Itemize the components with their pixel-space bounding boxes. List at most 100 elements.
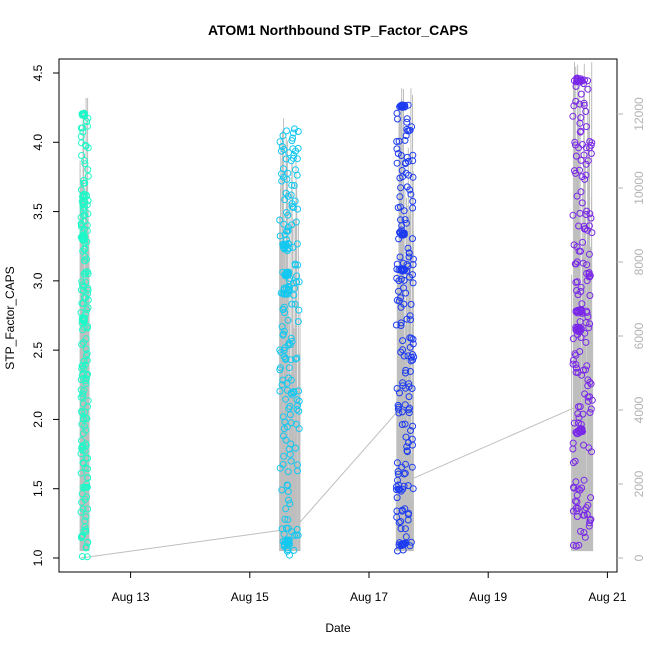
data-point [280,327,288,335]
data-point [577,334,585,341]
data-point [295,397,303,405]
data-point [282,436,290,444]
y2-tick-label: 2000 [632,470,646,497]
data-point [569,459,577,467]
data-point [277,147,285,155]
data-point [586,409,594,416]
data-point [583,261,591,269]
data-point [79,326,86,334]
data-point [282,354,290,362]
data-point [579,238,587,246]
data-point [398,463,406,471]
data-point [79,207,87,214]
data-point [282,395,290,403]
data-point [580,99,588,107]
data-point [293,406,301,413]
data-point [585,522,593,530]
data-point [279,305,287,313]
data-point [580,476,588,484]
y-axis-label: STP_Factor_CAPS [3,266,17,369]
data-point [399,346,407,354]
data-point [397,518,405,525]
data-point [81,160,89,168]
data-point [569,211,577,219]
data-point [293,240,301,248]
data-point [401,525,409,533]
data-point [401,401,409,409]
data-point [404,244,412,252]
y-tick-label: 4.5 [31,64,45,81]
data-point [81,523,89,531]
data-point [398,231,406,239]
data-point [573,192,581,200]
data-point [586,378,594,386]
data-point [583,362,591,370]
data-point [79,300,87,307]
data-point [78,221,85,229]
data-point [394,204,402,212]
data-point [576,119,584,127]
y2-tick-label: 8000 [632,248,646,275]
data-point [283,227,291,235]
data-point [573,364,580,372]
data-point [395,277,403,285]
data-point [82,335,90,343]
data-point [291,260,299,268]
data-point [400,102,408,110]
data-point [291,300,299,308]
data-point [583,510,591,518]
data-point [570,419,578,427]
data-point [396,229,404,237]
data-point [78,365,86,373]
data-point [404,352,412,360]
data-point [287,157,295,165]
data-point [407,300,415,308]
data-point [82,526,90,533]
data-point [284,316,292,324]
data-point [281,344,289,352]
data-point [581,175,589,183]
y-tick-label: 2.0 [31,411,45,428]
data-point [77,508,85,516]
data-point [81,361,89,369]
data-point [396,174,404,182]
data-point [572,152,580,160]
data-point [78,278,86,286]
data-point [588,448,595,456]
data-point [405,171,413,179]
data-point [284,516,292,524]
data-point [82,426,90,434]
data-point [393,145,401,153]
data-point [84,465,91,473]
plot-frame [58,58,618,573]
data-point [577,283,585,291]
data-point [399,337,407,345]
data-point [80,177,87,184]
y-tick-label: 1.0 [31,549,45,566]
data-point [79,446,87,454]
data-point [294,205,302,213]
data-point [83,357,91,364]
data-point [280,173,287,181]
data-point [394,476,401,484]
data-point [584,85,592,93]
data-point [403,315,411,323]
data-point [84,538,92,546]
data-point [409,335,417,343]
data-point [279,330,287,338]
data-point [284,468,292,476]
data-point [573,243,581,251]
data-point [586,320,594,328]
data-point [577,247,584,255]
data-point [80,527,88,535]
data-point [402,366,410,374]
data-point [285,405,293,412]
data-point [580,441,588,449]
data-point [393,507,401,515]
data-point [285,496,292,504]
data-point [84,397,92,405]
data-point [283,269,291,276]
data-point [80,179,88,187]
data-point [79,128,87,136]
data-point [82,513,90,521]
